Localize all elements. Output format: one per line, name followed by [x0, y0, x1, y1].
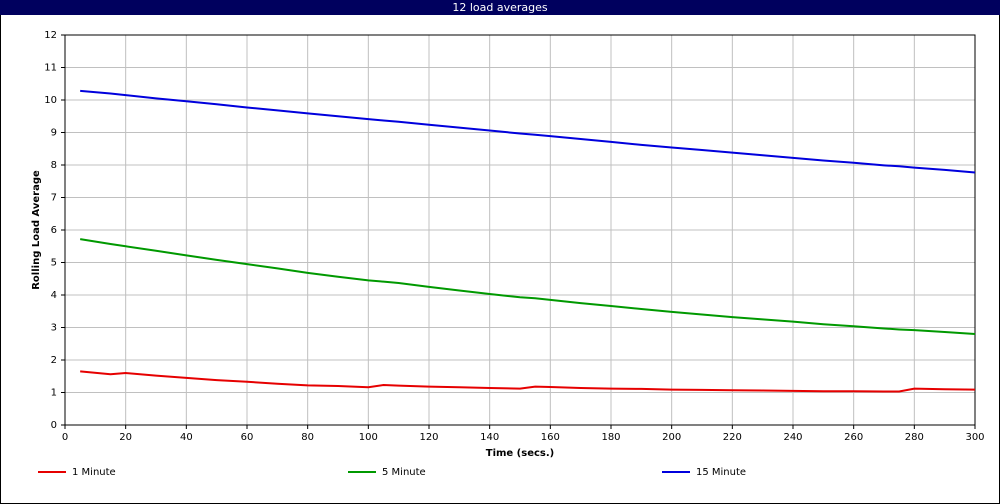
y-tick-label: 3	[51, 323, 57, 334]
title-bar	[0, 0, 1000, 15]
x-tick-label: 100	[359, 432, 378, 443]
x-tick-label: 120	[419, 432, 438, 443]
x-axis-label: Time (secs.)	[486, 448, 555, 459]
x-tick-label: 300	[965, 432, 984, 443]
x-tick-label: 240	[783, 432, 802, 443]
series-line	[80, 370, 976, 393]
y-tick-label: 0	[51, 420, 57, 431]
y-tick-label: 1	[51, 388, 57, 399]
x-tick-label: 140	[480, 432, 499, 443]
x-tick-label: 180	[601, 432, 620, 443]
y-tick-label: 8	[51, 160, 57, 171]
y-tick-label: 9	[51, 128, 57, 139]
series-line	[80, 238, 976, 335]
x-tick-label: 80	[301, 432, 314, 443]
plot-border	[64, 34, 976, 426]
y-tick-label: 4	[51, 290, 57, 301]
x-tick-label: 200	[662, 432, 681, 443]
x-tick-label: 160	[541, 432, 560, 443]
x-tick-label: 260	[844, 432, 863, 443]
legend-label: 5 Minute	[382, 467, 426, 478]
y-tick-label: 11	[44, 63, 57, 74]
x-tick-label: 20	[119, 432, 132, 443]
x-tick-label: 60	[241, 432, 254, 443]
y-axis-label: Rolling Load Average	[31, 170, 42, 290]
legend-label: 15 Minute	[696, 467, 746, 478]
legend-label: 1 Minute	[72, 467, 116, 478]
y-tick-label: 7	[51, 193, 57, 204]
x-tick-label: 0	[62, 432, 68, 443]
series-line	[80, 89, 976, 174]
x-tick-label: 220	[723, 432, 742, 443]
y-tick-label: 12	[44, 30, 57, 41]
y-tick-label: 6	[51, 225, 57, 236]
x-tick-label: 280	[905, 432, 924, 443]
chart-title: 12 load averages	[452, 1, 548, 14]
y-tick-label: 10	[44, 95, 57, 106]
x-tick-label: 40	[180, 432, 193, 443]
y-tick-label: 2	[51, 355, 57, 366]
y-tick-label: 5	[51, 258, 57, 269]
